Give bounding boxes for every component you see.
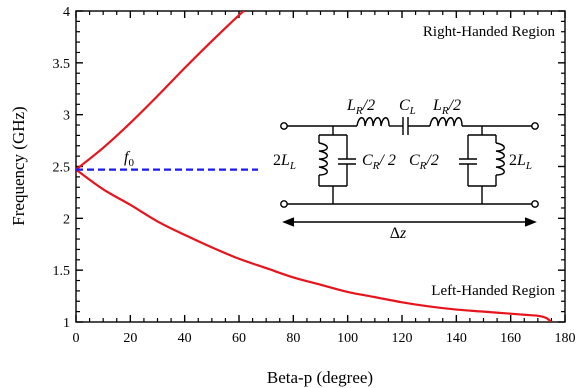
cl-main: C xyxy=(399,97,410,114)
lr-right-sub: R xyxy=(441,105,449,117)
f0-sub: 0 xyxy=(128,157,134,169)
x-tick-label: 40 xyxy=(178,331,192,346)
ll-right-inductor xyxy=(495,142,505,176)
delta-z-arrow-left-head xyxy=(282,217,295,227)
bottom-right-terminal xyxy=(531,200,539,208)
top-left-terminal xyxy=(280,122,288,130)
lr-right-main: L xyxy=(432,97,442,114)
cl-label: CL xyxy=(399,97,416,117)
y-tick-label: 4 xyxy=(63,5,70,20)
x-axis-label: Beta-p (degree) xyxy=(267,368,373,387)
delta-z-arrow-right-head xyxy=(524,217,537,227)
x-tick-label: 160 xyxy=(500,331,521,346)
lr-left-sub: R xyxy=(355,105,363,117)
right-handed-region-label: Right-Handed Region xyxy=(423,24,556,40)
lr-left-inductor xyxy=(356,117,390,127)
x-tick-label: 140 xyxy=(446,331,467,346)
ll-left-main: L xyxy=(280,152,290,169)
x-tick-label: 0 xyxy=(73,331,80,346)
dispersion-curve-2 xyxy=(76,168,553,322)
lr-left-main: L xyxy=(346,97,356,114)
x-tick-label: 20 xyxy=(123,331,137,346)
f0-label: f0 xyxy=(124,149,134,169)
cr-right-main: C xyxy=(409,152,420,169)
y-tick-label: 2.5 xyxy=(53,161,71,176)
ll-right-sub: L xyxy=(525,160,532,172)
ll-left-label: 2LL xyxy=(273,152,296,172)
delta-z-label: Δz xyxy=(390,225,407,242)
left-handed-region-label: Left-Handed Region xyxy=(431,283,555,299)
cr-right-sub: R xyxy=(419,160,427,172)
f0-main: f xyxy=(124,149,131,166)
x-tick-label: 100 xyxy=(337,331,358,346)
y-tick-label: 3 xyxy=(63,109,70,124)
ll-left-pre: 2 xyxy=(273,152,281,169)
y-tick-label: 1.5 xyxy=(53,264,71,279)
delta-symbol: Δ xyxy=(390,225,400,242)
ll-right-main: L xyxy=(516,152,526,169)
lr-left-label: LR/2 xyxy=(346,97,375,117)
cr-left-label: CR/ 2 xyxy=(362,152,396,172)
x-tick-label: 80 xyxy=(286,331,300,346)
cr-right-label: CR/2 xyxy=(409,152,439,172)
cr-left-sub: R xyxy=(372,160,380,172)
lr-right-inductor xyxy=(429,117,463,127)
circuit-labels: LR/2 CL LR/2 2LL CR/ 2 CR/2 2LL Δz xyxy=(273,97,532,242)
cl-sub: L xyxy=(409,105,416,117)
lr-right-label: LR/2 xyxy=(432,97,461,117)
y-axis-label: Frequency (GHz) xyxy=(9,106,28,225)
x-tick-label: 60 xyxy=(232,331,246,346)
lr-right-tail: /2 xyxy=(448,97,461,114)
cr-left-main: C xyxy=(362,152,373,169)
y-tick-label: 1 xyxy=(63,316,70,331)
y-tick-label: 3.5 xyxy=(53,57,71,72)
ll-right-pre: 2 xyxy=(509,152,517,169)
cr-left-tail: / 2 xyxy=(378,152,395,169)
dispersion-curve-1 xyxy=(76,11,246,171)
x-tick-label: 120 xyxy=(392,331,413,346)
ll-left-sub: L xyxy=(289,160,296,172)
y-tick-label: 2 xyxy=(63,212,70,227)
x-tick-label: 180 xyxy=(555,331,576,346)
top-right-terminal xyxy=(531,122,539,130)
lr-left-tail: /2 xyxy=(362,97,375,114)
cr-right-tail: /2 xyxy=(425,152,438,169)
delta-var: z xyxy=(399,225,407,242)
ll-right-label: 2LL xyxy=(509,152,532,172)
bottom-left-terminal xyxy=(280,200,288,208)
ll-left-inductor xyxy=(318,142,328,176)
circuit-diagram xyxy=(280,117,539,227)
